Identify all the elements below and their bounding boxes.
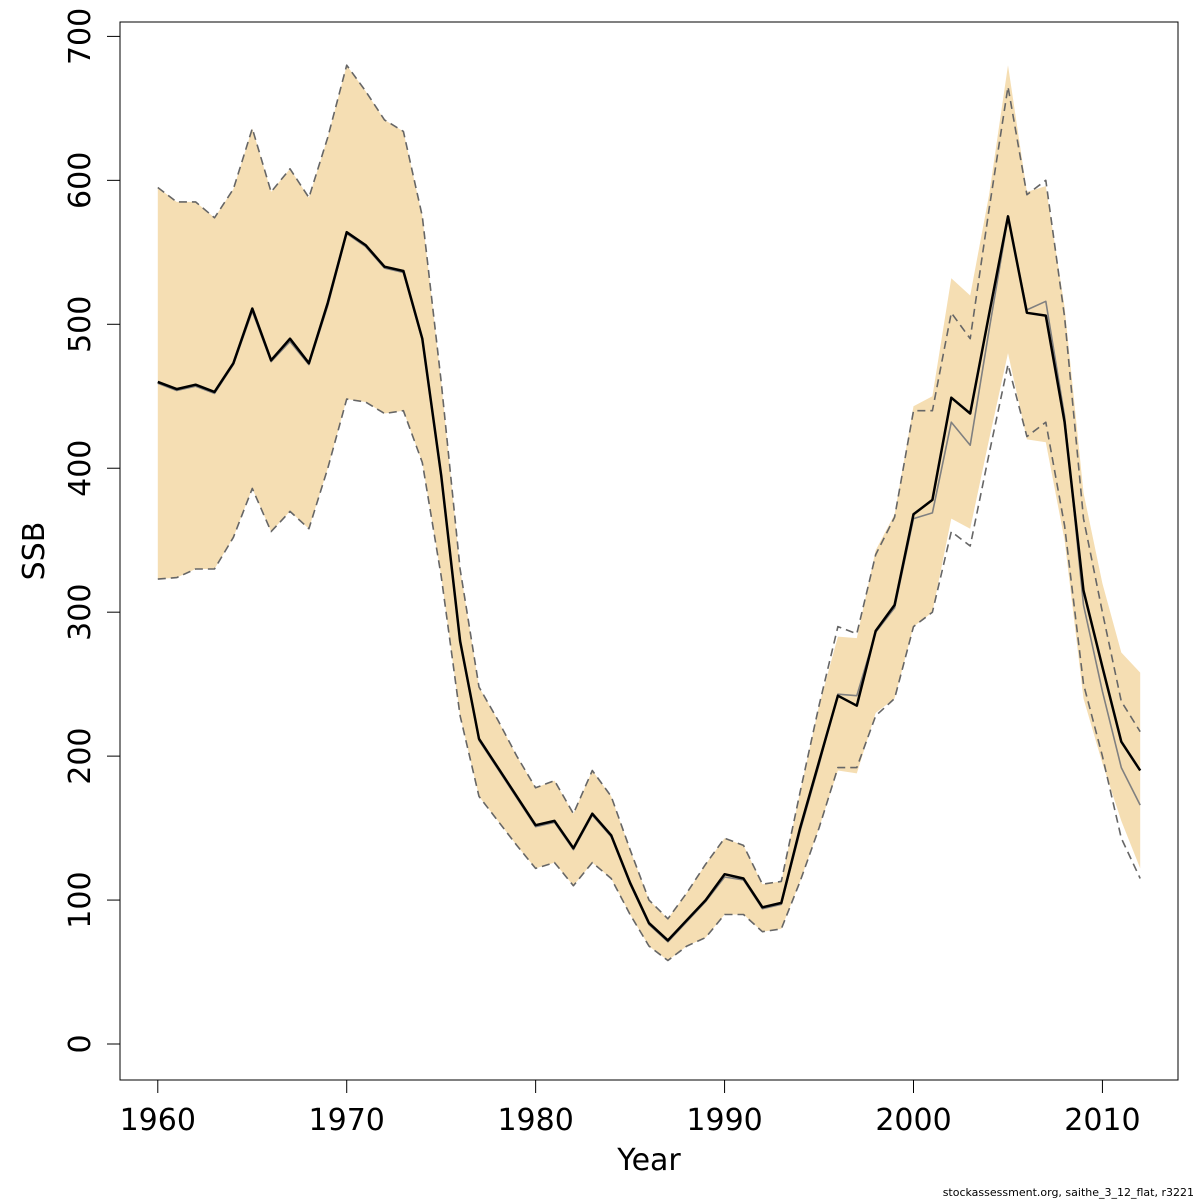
x-tick-label: 2000 <box>875 1103 951 1138</box>
x-axis-title: Year <box>616 1143 681 1178</box>
x-tick-label: 1970 <box>309 1103 385 1138</box>
y-tick-label: 100 <box>63 871 98 928</box>
y-axis: 0 100 200 300 400 500 600 700 <box>63 8 121 1054</box>
x-tick-label: 1980 <box>497 1103 573 1138</box>
x-tick-label: 2010 <box>1064 1103 1140 1138</box>
x-tick-label: 1990 <box>686 1103 762 1138</box>
footer-note: stockassessment.org, saithe_3_12_flat, r… <box>943 1186 1194 1199</box>
series-line-ssb <box>157 215 1142 942</box>
y-axis-title: SSB <box>17 522 52 581</box>
series-lines-layer <box>157 64 1142 962</box>
y-tick-label: 700 <box>63 8 98 65</box>
x-tick-label: 1960 <box>120 1103 196 1138</box>
y-tick-label: 200 <box>63 727 98 784</box>
confidence-band-layer <box>157 65 1141 961</box>
y-tick-label: 300 <box>63 584 98 641</box>
confidence-band <box>157 65 1141 961</box>
y-tick-label: 0 <box>63 1034 98 1053</box>
y-tick-label: 400 <box>63 440 98 497</box>
y-tick-label: 500 <box>63 296 98 353</box>
series-line-lower-ci <box>157 363 1141 962</box>
series-line-upper-ci <box>157 64 1141 920</box>
y-tick-label: 600 <box>63 152 98 209</box>
x-axis: 1960 1970 1980 1990 2000 2010 <box>120 1079 1141 1138</box>
